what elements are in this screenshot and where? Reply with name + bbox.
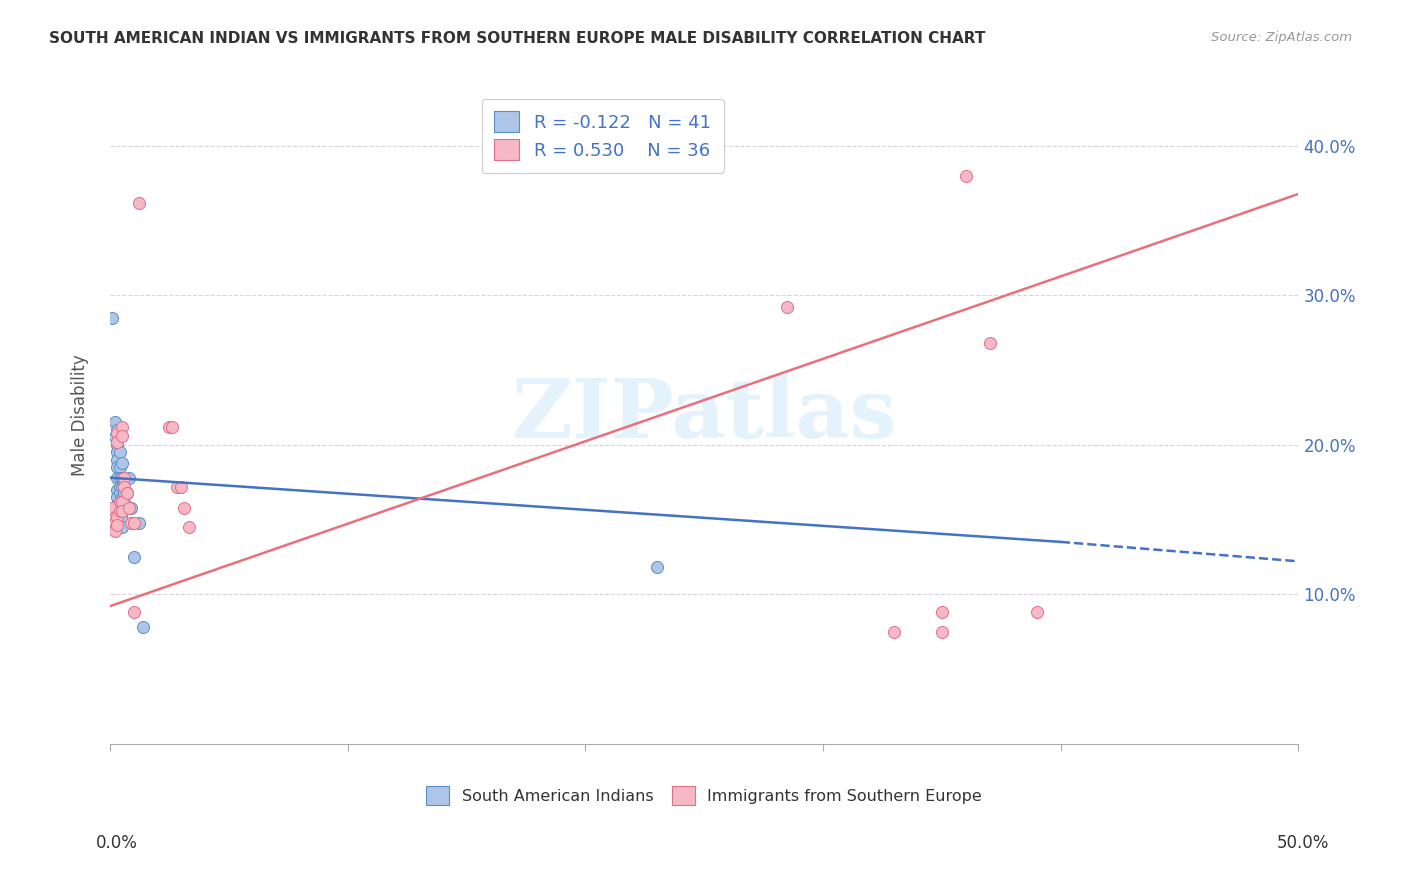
Point bbox=[108, 509, 131, 524]
Point bbox=[111, 498, 134, 512]
Point bbox=[122, 516, 145, 530]
Point bbox=[160, 420, 183, 434]
Point bbox=[122, 605, 145, 619]
Point bbox=[105, 460, 128, 475]
Point bbox=[111, 420, 134, 434]
Point bbox=[173, 500, 195, 515]
Text: ZIPatlas: ZIPatlas bbox=[512, 375, 897, 455]
Point bbox=[104, 416, 127, 430]
Point bbox=[105, 438, 128, 452]
Point bbox=[105, 512, 128, 526]
Y-axis label: Male Disability: Male Disability bbox=[72, 354, 89, 475]
Point bbox=[177, 520, 200, 534]
Point bbox=[111, 456, 134, 470]
Text: 0.0%: 0.0% bbox=[96, 834, 138, 852]
Point bbox=[118, 500, 141, 515]
Point bbox=[108, 502, 131, 516]
Point bbox=[111, 503, 134, 517]
Point bbox=[111, 480, 134, 494]
Point bbox=[108, 503, 131, 517]
Point bbox=[105, 423, 128, 437]
Point bbox=[108, 445, 131, 459]
Point bbox=[115, 485, 138, 500]
Point bbox=[108, 460, 131, 475]
Point bbox=[159, 420, 181, 434]
Point bbox=[108, 485, 131, 500]
Point bbox=[104, 516, 127, 530]
Point bbox=[112, 471, 135, 485]
Point bbox=[121, 516, 143, 530]
Point bbox=[104, 430, 127, 444]
Point bbox=[108, 494, 131, 508]
Point bbox=[105, 471, 128, 485]
Point bbox=[111, 471, 134, 485]
Point bbox=[111, 490, 134, 504]
Point bbox=[979, 336, 1001, 351]
Point bbox=[111, 512, 134, 526]
Point bbox=[170, 480, 193, 494]
Point bbox=[105, 483, 128, 497]
Point bbox=[105, 434, 128, 449]
Point bbox=[111, 505, 134, 519]
Point bbox=[111, 520, 134, 534]
Point bbox=[1026, 605, 1049, 619]
Point bbox=[105, 425, 128, 440]
Point bbox=[118, 471, 141, 485]
Point bbox=[128, 516, 150, 530]
Point bbox=[776, 301, 799, 315]
Point bbox=[115, 485, 138, 500]
Point bbox=[101, 310, 124, 325]
Point bbox=[112, 480, 135, 494]
Point bbox=[108, 494, 131, 508]
Point bbox=[101, 516, 124, 530]
Text: 50.0%: 50.0% bbox=[1277, 834, 1329, 852]
Point bbox=[931, 624, 953, 639]
Point bbox=[101, 500, 124, 515]
Text: SOUTH AMERICAN INDIAN VS IMMIGRANTS FROM SOUTHERN EUROPE MALE DISABILITY CORRELA: SOUTH AMERICAN INDIAN VS IMMIGRANTS FROM… bbox=[49, 31, 986, 46]
Point bbox=[108, 471, 131, 485]
Point bbox=[931, 605, 953, 619]
Point bbox=[104, 524, 127, 539]
Point bbox=[105, 452, 128, 467]
Point bbox=[112, 485, 135, 500]
Point bbox=[122, 549, 145, 564]
Point bbox=[166, 480, 188, 494]
Point bbox=[105, 505, 128, 519]
Point bbox=[105, 490, 128, 504]
Point bbox=[121, 500, 143, 515]
Point bbox=[105, 498, 128, 512]
Point bbox=[112, 494, 135, 508]
Point bbox=[645, 560, 668, 574]
Legend: South American Indians, Immigrants from Southern Europe: South American Indians, Immigrants from … bbox=[420, 780, 988, 811]
Point bbox=[104, 509, 127, 524]
Point bbox=[105, 445, 128, 459]
Point bbox=[132, 620, 155, 634]
Text: Source: ZipAtlas.com: Source: ZipAtlas.com bbox=[1212, 31, 1353, 45]
Point bbox=[955, 169, 977, 183]
Point bbox=[111, 429, 134, 443]
Point bbox=[115, 500, 138, 515]
Point bbox=[883, 624, 905, 639]
Point bbox=[108, 480, 131, 494]
Point bbox=[128, 195, 150, 210]
Point bbox=[111, 494, 134, 508]
Point bbox=[105, 518, 128, 533]
Point bbox=[112, 475, 135, 490]
Point bbox=[105, 509, 128, 524]
